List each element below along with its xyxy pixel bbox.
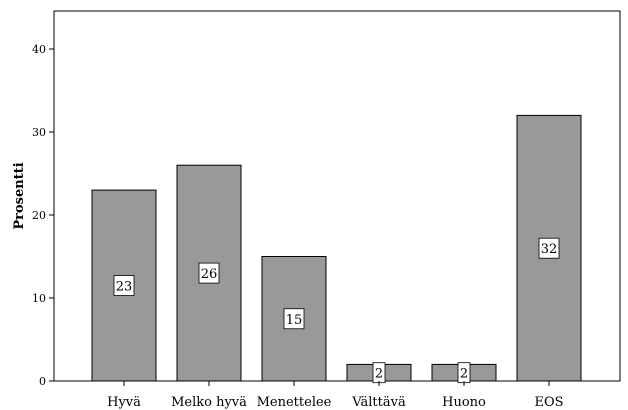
x-axis: Hyvä Melko hyvä Menettelee Välttävä Huono EOS (107, 381, 564, 410)
x-tick-label: Melko hyvä (171, 395, 247, 410)
y-axis: 0 10 20 30 40 (32, 43, 54, 388)
data-label-box (538, 237, 560, 259)
data-label: 32 (541, 242, 558, 257)
y-tick-label: 20 (32, 209, 46, 222)
bars: 23 26 15 2 2 32 (91, 114, 582, 384)
data-label: 23 (116, 280, 133, 295)
x-tick-label: Menettelee (257, 395, 332, 410)
y-tick-label: 10 (32, 292, 46, 305)
data-label: 26 (201, 267, 218, 282)
x-tick-label: Välttävä (351, 395, 406, 410)
x-tick-label: EOS (534, 395, 563, 410)
y-tick-label: 30 (32, 126, 46, 139)
x-tick-label: Huono (442, 395, 486, 410)
data-label: 15 (286, 313, 303, 328)
y-tick-label: 40 (32, 43, 46, 56)
data-label: 2 (375, 367, 383, 382)
y-tick-label: 0 (39, 375, 46, 388)
data-label: 2 (460, 367, 468, 382)
data-label-box (113, 275, 135, 296)
y-axis-title: Prosentti (12, 162, 27, 229)
data-label-box (198, 262, 220, 284)
data-label-box (283, 308, 305, 330)
x-tick-label: Hyvä (107, 395, 141, 410)
